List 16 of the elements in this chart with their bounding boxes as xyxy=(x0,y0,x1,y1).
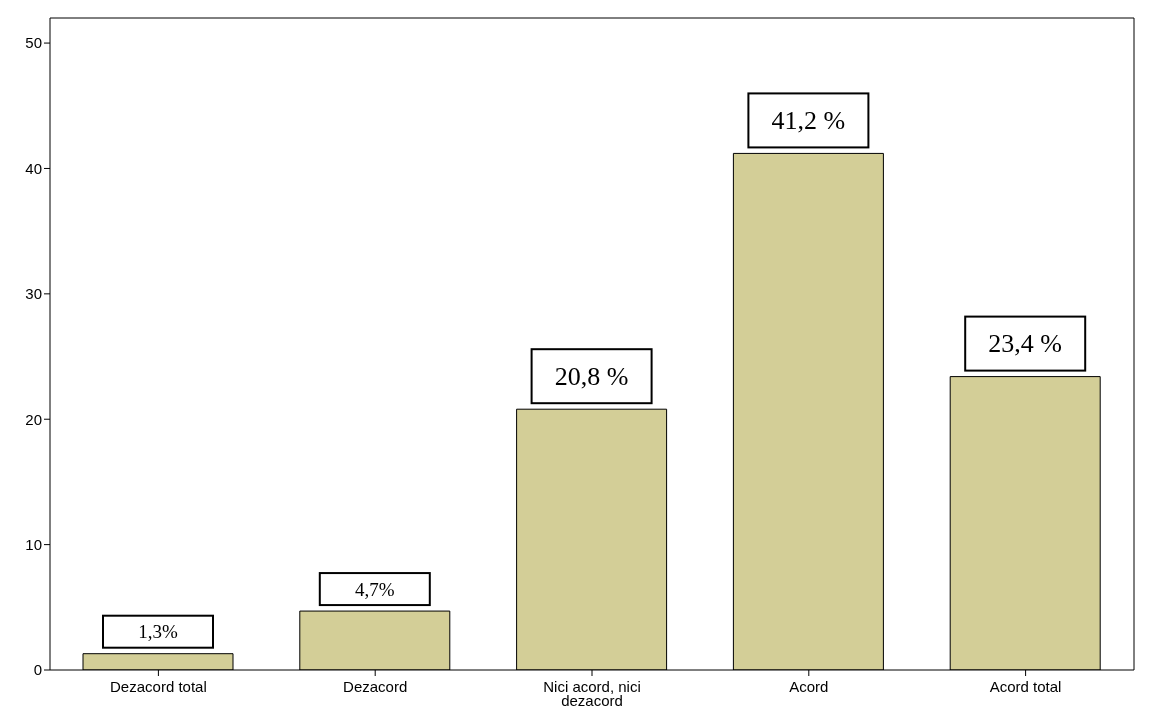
y-tick-label: 10 xyxy=(25,535,42,553)
x-tick-label: Dezacord total xyxy=(110,678,207,695)
y-tick-label: 40 xyxy=(25,159,42,177)
data-label: 23,4 % xyxy=(988,329,1063,359)
y-tick-label: 50 xyxy=(25,34,42,52)
y-tick-label: 20 xyxy=(25,410,42,428)
data-label: 1,3% xyxy=(138,621,178,643)
data-label: 41,2 % xyxy=(771,105,846,135)
x-tick-label: Dezacord xyxy=(343,678,408,695)
x-tick-label: Nici acord, nici dezacord xyxy=(543,678,641,709)
x-tick-label: Acord total xyxy=(989,678,1062,695)
data-label: 20,8 % xyxy=(554,361,629,391)
x-tick-label: Acord xyxy=(789,678,829,695)
y-tick-label: 0 xyxy=(33,661,42,679)
y-tick-label: 30 xyxy=(25,285,42,303)
data-label: 4,7% xyxy=(355,578,395,600)
